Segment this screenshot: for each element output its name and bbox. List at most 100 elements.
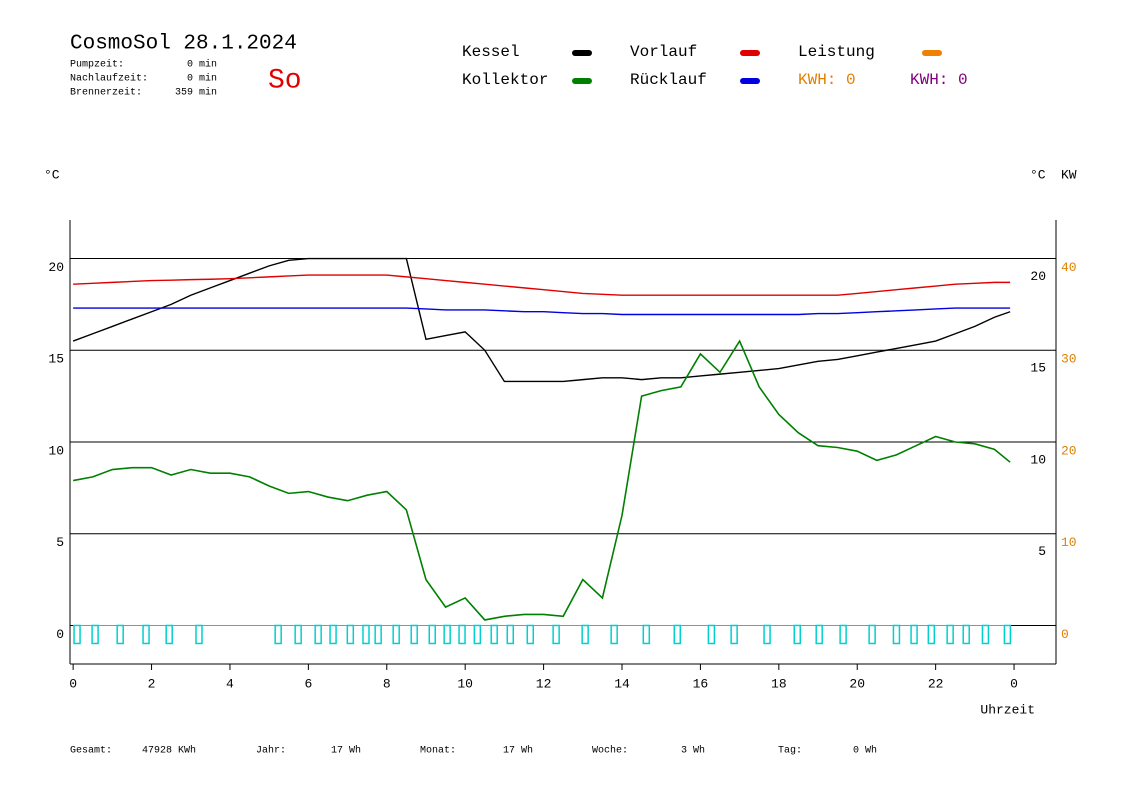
right-y-tick-label: 20 <box>1030 269 1046 284</box>
pump-pulse <box>91 624 99 645</box>
y2-axis-label-c: °C <box>1030 167 1046 182</box>
pump-pulse <box>673 624 682 645</box>
pump-pulse <box>458 624 466 645</box>
day-label: So <box>268 65 302 96</box>
total-label: Jahr: <box>256 745 286 757</box>
pump-pulse <box>707 624 716 645</box>
pump-pulse <box>892 624 901 645</box>
pump-pulse <box>506 624 515 645</box>
total-value: 47928 KWh <box>142 745 196 757</box>
pump-pulse <box>314 624 322 645</box>
series-line <box>72 339 1011 621</box>
pump-pulse <box>195 624 203 645</box>
series-line <box>72 257 1011 383</box>
legend-label: Vorlauf <box>630 43 697 61</box>
total-label: Gesamt: <box>70 746 112 757</box>
pump-pulse <box>374 624 382 645</box>
pump-pulse <box>443 624 451 645</box>
stat-label: Pumpzeit: <box>70 59 124 71</box>
y-tick-label: 15 <box>48 352 64 367</box>
pump-pulse <box>815 624 823 645</box>
legend-label: Kollektor <box>462 71 548 89</box>
x-tick-label: 14 <box>614 676 630 691</box>
pump-pulse <box>329 624 337 645</box>
pump-pulse <box>73 624 81 645</box>
total-label: Tag: <box>778 746 802 757</box>
y2-tick-label: 20 <box>1061 443 1077 458</box>
pump-pulse <box>610 624 618 645</box>
series-line <box>73 274 1011 296</box>
pump-pulse <box>962 624 970 645</box>
legend-label: Rücklauf <box>630 71 707 89</box>
pump-pulse <box>581 624 589 645</box>
legend-label: Kessel <box>462 43 520 61</box>
y2-tick-label: 40 <box>1061 260 1077 275</box>
chart-title: CosmoSol 28.1.2024 <box>70 33 297 56</box>
pump-pulse <box>346 624 355 645</box>
pump-pulse <box>428 624 437 645</box>
pump-pulse <box>526 624 535 645</box>
y-tick-label: 0 <box>56 627 64 642</box>
right-y-tick-label: 5 <box>1038 544 1046 559</box>
y2-tick-label: 30 <box>1061 352 1077 367</box>
legend-label: Leistung <box>798 43 875 61</box>
pump-pulse <box>763 624 771 645</box>
pump-pulse <box>392 624 400 645</box>
y2-axis-label: KW <box>1061 167 1077 182</box>
x-tick-label: 22 <box>928 676 944 691</box>
pump-pulse <box>793 624 801 645</box>
pump-pulse <box>294 624 302 645</box>
total-label: Woche: <box>592 745 628 757</box>
pump-pulse <box>868 624 876 645</box>
stat-value: 0 min <box>187 59 217 71</box>
pump-pulse <box>927 624 936 645</box>
stat-label: Brennerzeit: <box>70 87 142 99</box>
pump-pulse <box>142 624 150 645</box>
x-tick-label: 16 <box>693 676 709 691</box>
x-tick-label: 10 <box>457 676 473 691</box>
pump-pulse <box>946 624 954 645</box>
x-tick-label: 12 <box>536 676 552 691</box>
y-tick-label: 20 <box>48 260 64 275</box>
pump-pulse <box>1003 624 1012 645</box>
pump-pulse <box>473 624 482 645</box>
pump-pulse <box>274 624 282 645</box>
x-tick-label: 6 <box>304 676 312 691</box>
pump-pulse <box>730 624 738 645</box>
total-label: Monat: <box>420 746 456 757</box>
x-tick-label: 8 <box>383 676 391 691</box>
y-tick-label: 5 <box>56 535 64 550</box>
pump-pulse <box>116 624 124 645</box>
x-tick-label: 0 <box>1010 676 1018 691</box>
x-tick-label: 4 <box>226 676 234 691</box>
pump-pulse <box>490 624 498 645</box>
total-value: 17 Wh <box>331 745 361 757</box>
pump-pulse <box>910 624 918 645</box>
y2-tick-label: 10 <box>1061 535 1077 550</box>
right-y-tick-label: 10 <box>1030 452 1046 467</box>
x-axis-label: Uhrzeit <box>980 702 1035 717</box>
y2-tick-label: 0 <box>1061 627 1069 642</box>
pump-pulse <box>410 624 418 645</box>
stat-label: Nachlaufzeit: <box>70 73 148 85</box>
stat-value: 359 min <box>175 87 217 99</box>
pump-pulse <box>165 624 173 645</box>
total-value: 0 Wh <box>853 745 877 757</box>
right-y-tick-label: 15 <box>1030 361 1046 376</box>
pump-pulse <box>981 624 990 645</box>
pump-pulse <box>362 624 370 645</box>
y-axis-label: °C <box>44 167 60 182</box>
stat-value: 0 min <box>187 73 217 85</box>
y-tick-label: 10 <box>48 443 64 458</box>
x-tick-label: 0 <box>69 676 77 691</box>
pump-pulse <box>552 624 560 645</box>
kwh-label: KWH: 0 <box>798 71 856 89</box>
total-value: 3 Wh <box>681 745 705 757</box>
pump-pulse <box>642 624 651 645</box>
total-value: 17 Wh <box>503 745 533 757</box>
pump-pulse <box>839 624 847 645</box>
x-tick-label: 2 <box>148 676 156 691</box>
x-tick-label: 20 <box>849 676 865 691</box>
x-tick-label: 18 <box>771 676 787 691</box>
